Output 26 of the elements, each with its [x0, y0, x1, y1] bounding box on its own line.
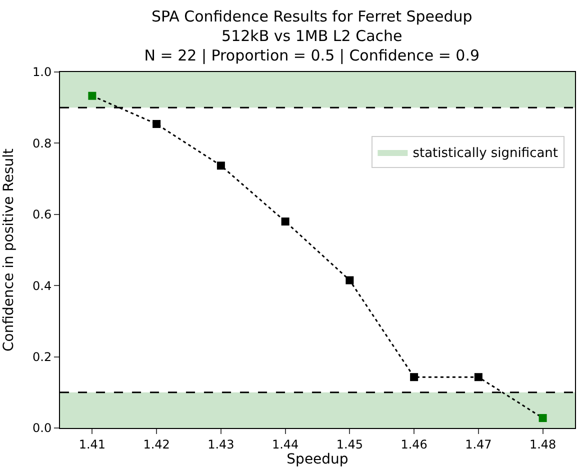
y-tick-label: 0.0 — [32, 421, 52, 436]
point — [88, 92, 96, 100]
x-tick-label: 1.43 — [208, 437, 234, 452]
point — [281, 218, 290, 226]
point — [474, 373, 482, 382]
y-tick-label: 0.4 — [32, 278, 52, 293]
x-tick-label: 1.47 — [465, 437, 492, 452]
x-tick-label: 1.46 — [400, 437, 428, 452]
x-tick-label: 1.44 — [272, 437, 299, 452]
x-tick-label: 1.42 — [143, 437, 170, 452]
x-tick-label: 1.45 — [336, 437, 364, 452]
x-tick-label: 1.41 — [78, 437, 106, 452]
y-tick-label: 1.0 — [32, 65, 52, 80]
point — [346, 276, 354, 284]
x-axis-title: Speedup — [286, 451, 348, 468]
legend-label: statistically significant — [412, 146, 558, 162]
point — [152, 120, 161, 128]
point — [216, 162, 225, 170]
x-tick-label: 1.48 — [529, 437, 556, 452]
y-tick-label: 0.8 — [32, 136, 52, 150]
y-axis-title: Confidence in positive Result — [1, 148, 18, 352]
y-tick-label: 0.6 — [32, 208, 52, 222]
y-tick-label: 0.2 — [32, 350, 52, 364]
chart-title: SPA Confidence Results for Ferret Speedup 512kB vs 1MB L2 Cache N = 22 | Proportion = 0.5 | Confidence = 0.9 — [144, 7, 480, 64]
point — [538, 414, 547, 422]
point — [410, 373, 418, 382]
